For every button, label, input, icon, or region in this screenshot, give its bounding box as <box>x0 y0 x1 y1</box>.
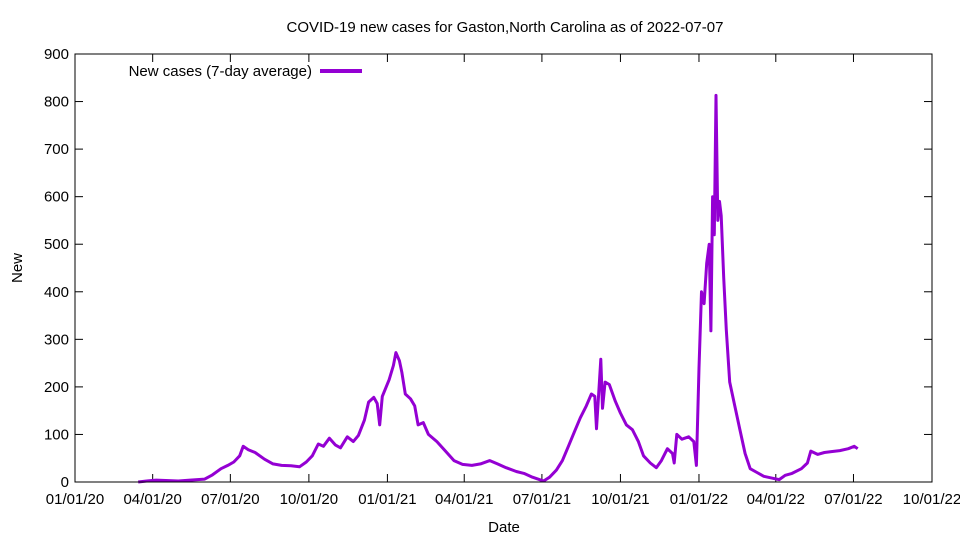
x-tick-label: 04/01/21 <box>435 491 493 508</box>
y-tick-label: 500 <box>44 236 69 253</box>
x-tick-label: 01/01/20 <box>46 491 104 508</box>
x-tick-label: 10/01/21 <box>591 491 649 508</box>
y-tick-label: 100 <box>44 426 69 443</box>
legend: New cases (7-day average) <box>129 63 362 80</box>
y-tick-label: 700 <box>44 141 69 158</box>
y-tick-label: 800 <box>44 94 69 111</box>
x-tick-label: 07/01/21 <box>513 491 571 508</box>
x-tick-label: 01/01/22 <box>670 491 728 508</box>
y-tick-label: 200 <box>44 379 69 396</box>
x-tick-label: 01/01/21 <box>358 491 416 508</box>
x-tick-label: 10/01/22 <box>903 491 960 508</box>
y-tick-label: 600 <box>44 189 69 206</box>
x-tick-label: 04/01/22 <box>747 491 805 508</box>
x-tick-label: 10/01/20 <box>280 491 338 508</box>
legend-label: New cases (7-day average) <box>129 63 312 80</box>
x-axis-label: Date <box>488 519 520 536</box>
plot-area-border <box>74 53 933 483</box>
y-tick-label: 300 <box>44 331 69 348</box>
y-axis: 0 100 200 300 400 500 600 700 800 900 <box>44 46 932 491</box>
y-axis-label: New <box>9 253 26 283</box>
chart-title: COVID-19 new cases for Gaston,North Caro… <box>287 19 724 36</box>
series-line-new-cases <box>138 93 859 484</box>
x-tick-label: 07/01/20 <box>201 491 259 508</box>
y-tick-label: 900 <box>44 46 69 63</box>
x-axis: 01/01/20 04/01/20 07/01/20 10/01/20 01/01/21… <box>46 54 960 508</box>
y-tick-label: 400 <box>44 284 69 301</box>
x-tick-label: 04/01/20 <box>123 491 181 508</box>
x-tick-label: 07/01/22 <box>824 491 882 508</box>
y-tick-label: 0 <box>61 474 69 491</box>
